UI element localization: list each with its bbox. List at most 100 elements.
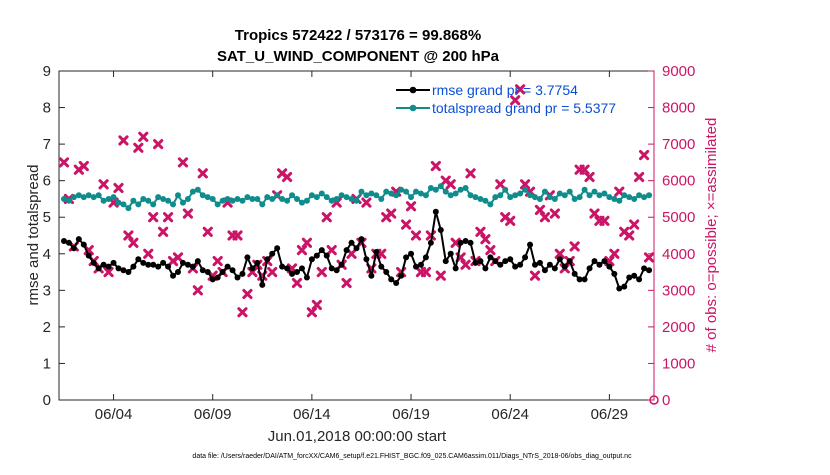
totalspread-point <box>403 188 410 195</box>
obs-assimilated-point <box>326 245 337 256</box>
totalspread-point <box>135 201 142 208</box>
obs-assimilated-point <box>445 179 456 190</box>
totalspread-point <box>512 192 519 199</box>
totalspread-point <box>323 194 330 201</box>
rmse-point <box>145 261 152 268</box>
obs-assimilated-point <box>58 157 70 168</box>
rmse-point <box>274 245 281 252</box>
totalspread-point <box>492 194 499 201</box>
totalspread-point <box>482 197 489 204</box>
totalspread-point <box>517 190 524 197</box>
totalspread-point <box>75 192 82 199</box>
rmse-point <box>150 261 157 268</box>
rmse-point <box>527 241 534 248</box>
rmse-point <box>502 258 509 265</box>
obs-assimilated-point <box>589 208 600 219</box>
rmse-point <box>303 274 310 281</box>
obs-assimilated-point <box>172 252 184 263</box>
rmse-point <box>437 227 444 234</box>
y-tick-label-right: 6000 <box>662 173 695 190</box>
totalspread-point <box>155 194 162 201</box>
totalspread-point <box>65 197 72 204</box>
totalspread-point <box>566 188 573 195</box>
totalspread-point <box>145 197 152 204</box>
rmse-point <box>338 261 345 268</box>
rmse-point <box>110 259 117 266</box>
obs-assimilated-point <box>510 95 521 106</box>
obs-assimilated-point <box>435 270 446 281</box>
totalspread-point <box>259 201 266 208</box>
totalspread-point <box>170 201 177 208</box>
rmse-point <box>561 263 568 270</box>
rmse-point <box>616 285 623 292</box>
obs-assimilated-point <box>495 179 506 190</box>
obs-assimilated-point <box>609 248 620 259</box>
obs-assimilated-point <box>579 164 590 175</box>
totalspread-point <box>289 192 296 199</box>
totalspread-point <box>576 194 583 201</box>
plot-area <box>58 70 655 401</box>
totalspread-point <box>368 190 375 197</box>
rmse-point <box>556 256 563 263</box>
obs-assimilated-point <box>599 215 610 226</box>
obs-assimilated-point <box>638 149 650 161</box>
totalspread-point <box>150 201 157 208</box>
x-tick-label: 06/04 <box>95 406 133 423</box>
totalspread-point <box>373 192 380 199</box>
rmse-point <box>175 269 181 276</box>
totalspread-point <box>125 205 132 212</box>
totalspread-point <box>110 194 117 201</box>
totalspread-point <box>254 195 261 202</box>
legend-totalspread-marker <box>409 104 417 112</box>
rmse-point <box>571 270 578 277</box>
rmse-point <box>184 261 191 268</box>
obs-assimilated-point <box>113 182 124 194</box>
y-axis-right: 0 1000 2000 3000 4000 5000 6000 7000 8000 9000 <box>648 63 695 409</box>
totalspread-point <box>105 195 112 202</box>
obs-assimilated-point <box>505 215 516 226</box>
line-series <box>60 183 653 292</box>
totalspread-point <box>199 192 206 199</box>
totalspread-point <box>284 197 291 204</box>
rmse-point <box>224 263 231 270</box>
totalspread-point <box>601 190 608 197</box>
obs-assimilated-point <box>237 307 248 318</box>
rmse-point <box>601 258 608 265</box>
obs-assimilated-point <box>643 252 655 263</box>
rmse-point <box>378 263 385 270</box>
rmse-point <box>507 256 514 263</box>
totalspread-point <box>333 195 340 202</box>
totalspread-point <box>432 186 439 193</box>
totalspread-point <box>561 192 568 199</box>
totalspread-point <box>636 192 643 199</box>
rmse-point <box>517 261 524 268</box>
rmse-point <box>363 256 370 263</box>
rmse-point <box>333 267 340 274</box>
obs-assimilated-point <box>584 171 595 183</box>
totalspread-point <box>507 194 514 201</box>
rmse-point <box>328 265 335 272</box>
obs-assimilated-point <box>321 212 332 223</box>
rmse-point <box>249 265 256 272</box>
obs-assimilated-point <box>515 84 526 95</box>
rmse-point <box>219 269 226 276</box>
totalspread-point <box>194 186 201 193</box>
rmse-point <box>477 258 484 265</box>
totalspread-point <box>556 190 563 197</box>
totalspread-point <box>294 195 300 202</box>
rmse-point <box>497 261 504 268</box>
rmse-point <box>269 250 276 257</box>
legend-totalspread-label: totalspread grand pr = 5.5377 <box>432 100 616 116</box>
rmse-point <box>234 274 241 281</box>
rmse-point <box>432 208 439 215</box>
obs-assimilated-point <box>450 237 461 248</box>
obs-assimilated-point <box>133 142 144 153</box>
totalspread-point <box>393 192 400 199</box>
totalspread-point <box>303 197 310 204</box>
totalspread-point <box>581 186 588 193</box>
totalspread-point <box>298 199 305 206</box>
rmse-point <box>294 269 300 276</box>
totalspread-point <box>204 194 211 201</box>
totalspread-point <box>551 195 558 202</box>
